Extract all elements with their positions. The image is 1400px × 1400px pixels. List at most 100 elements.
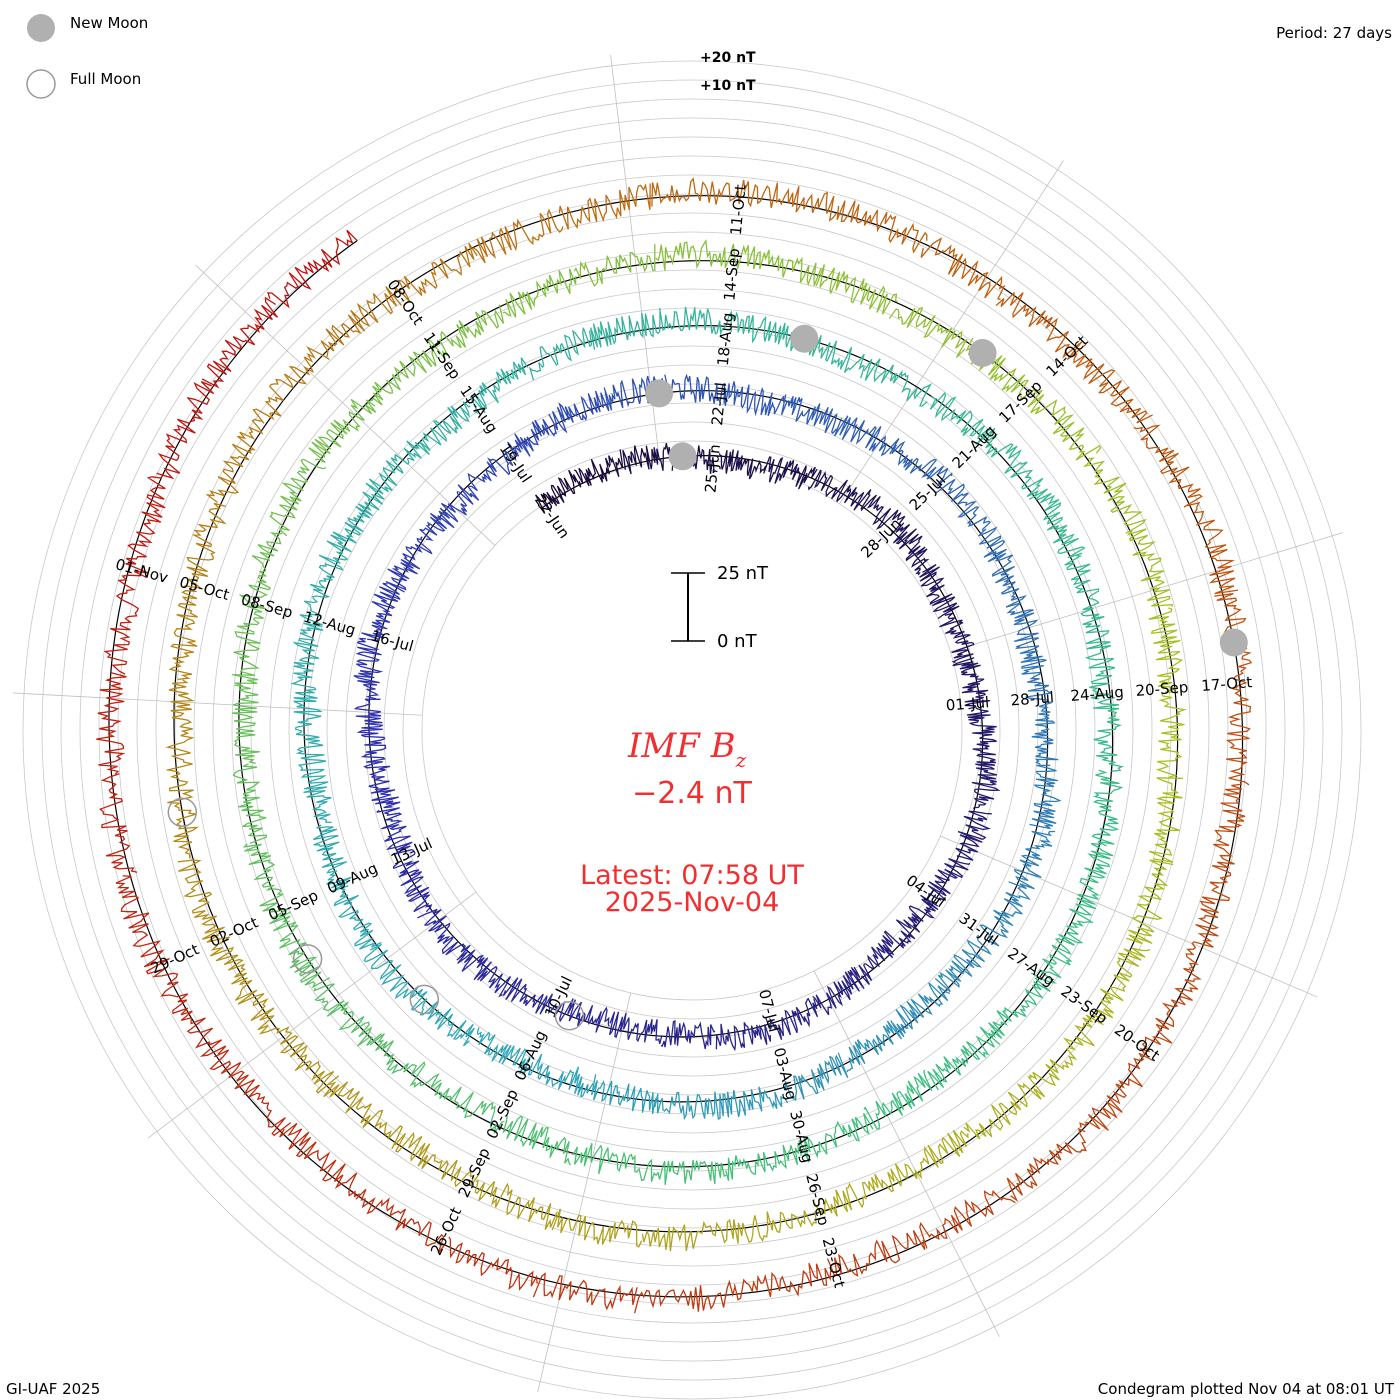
date-label: 22-Jun [531,491,573,541]
trace-segment [590,1074,657,1115]
trace-segment [952,657,991,710]
latest-time: Latest: 07:58 UT [580,860,804,891]
trace-segment [165,679,195,771]
trace-segment [988,976,1051,1039]
new-moon-marker [668,442,697,471]
trace-segment [1006,1127,1088,1202]
trace-segment [892,982,951,1038]
trace-segment [890,1129,969,1188]
trace-segment [1155,693,1187,778]
new-moon-legend-icon [27,14,55,42]
trace-segment [353,698,387,756]
reference-ring [326,364,1058,1096]
current-value: −2.4 nT [632,776,752,811]
trace-segment [715,1022,772,1052]
trace-segment [323,1081,404,1150]
date-label: 24-Aug [1070,683,1125,705]
trace-segment [573,244,656,288]
trace-segment [718,449,767,480]
trace-segment [934,934,992,993]
trace-segment [548,390,610,434]
trace-segment [1091,769,1124,847]
trace-segment [419,490,468,542]
quantity-title-subscript: z [735,748,747,772]
trace-segment [527,1053,594,1098]
trace-segment [1027,389,1102,461]
trace-segment [528,327,593,381]
radial-spokes [12,54,1343,1393]
full-moon-marker [554,1000,585,1031]
trace-segment [1084,624,1116,700]
trace-segment [470,357,529,414]
trace-segment [724,381,785,417]
trace-segment [736,244,822,287]
trace-segment [232,763,268,844]
trace-segment [98,773,138,873]
trace-segment [719,1086,789,1118]
trace-segment [333,888,382,950]
trace-segment [995,291,1087,361]
trace-segment [858,930,905,986]
trace-segment [733,1262,832,1301]
trace-segment [863,358,933,407]
trace-segment [664,373,726,405]
trace-segment [269,458,327,537]
date-label: 20-Oct [1111,1021,1163,1065]
trace-segment [651,177,746,207]
trace-segment [456,949,512,998]
reference-ring [383,421,1001,1039]
trace-segment [290,622,324,694]
trace-segment [808,469,861,507]
reference-ring [174,212,1210,1248]
reference-ring [41,79,1343,1381]
trace-segment [103,574,141,675]
quantity-title-main: IMF B [627,726,736,766]
trace-segment [209,1049,292,1137]
reference-ring [136,174,1248,1286]
trace-segment [558,183,651,230]
trace-segment [417,908,471,959]
trace-segment [1148,607,1184,694]
trace-segment [826,1230,926,1277]
trace-segment [238,532,283,610]
trace-segment [888,306,968,359]
trace-segment [269,911,331,989]
trace-segment [1029,764,1062,830]
trace-segment [892,522,930,576]
reference-ring [288,326,1096,1134]
trace-segment [257,1016,340,1094]
trace-segment [201,296,279,389]
scale-top-label: 25 nT [717,563,769,584]
date-label: 20-Sep [1135,678,1189,700]
date-label: 02-Oct [207,913,261,950]
radial-spoke [147,891,477,1139]
trace-segment [765,997,819,1041]
trace-segment [763,456,818,490]
trace-segment [1092,696,1124,772]
trace-segment [320,286,402,358]
trace-segment [279,1122,360,1198]
trace-segment [177,859,230,945]
reference-ring [212,250,1172,1210]
date-label: 12-Aug [301,608,357,640]
date-label: 14-Sep [720,247,743,301]
trace-segment [232,684,260,765]
trace-segment [660,1020,716,1050]
date-label: 29-Sep [455,1145,494,1200]
trace-segment [413,401,471,455]
date-label: 25-Jun [701,443,724,493]
trace-segment [744,181,838,222]
reference-ring [231,269,1153,1191]
trace-segment [1000,586,1039,648]
trace-segment [209,944,275,1022]
trace-segment [232,603,264,687]
trace-segment [573,449,624,487]
trace-segment [655,239,739,271]
trace-segment [920,237,1006,301]
trace-segment [1126,528,1173,607]
trace-segment [1133,424,1203,508]
reference-rings [22,60,1362,1400]
trace-segment [798,1112,874,1163]
trace-segment [1079,1052,1154,1131]
